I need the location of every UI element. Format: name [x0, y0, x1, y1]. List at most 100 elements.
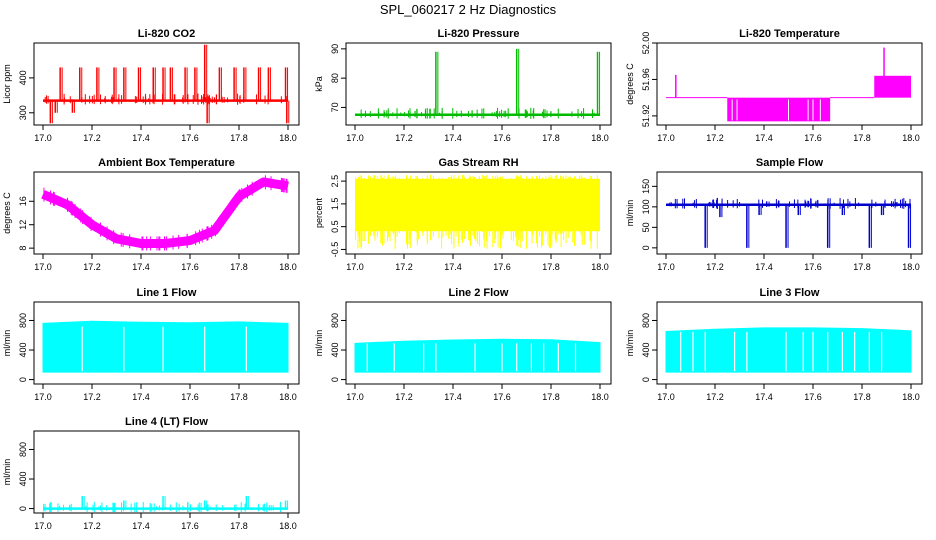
- y-tick-label: 0: [18, 506, 28, 511]
- data-area: [665, 327, 912, 373]
- chart-panel-6: Sample Flow ml/min 17.0 17.2 17.4 17.6 17.8 18.…: [625, 157, 923, 272]
- y-tick-label: 1.5: [330, 198, 340, 211]
- x-tick-label: 17.2: [395, 133, 413, 143]
- x-tick-label: 17.4: [444, 392, 462, 402]
- chart-panel-1: Li-820 CO2 Licor ppm 17.0 17.2 17.4 17.6 17.8 1…: [2, 28, 300, 143]
- x-tick-label: 17.4: [132, 521, 150, 531]
- x-tick-label: 17.2: [706, 392, 724, 402]
- chart-title: Line 3 Flow: [760, 287, 820, 299]
- x-tick-label: 17.4: [755, 392, 773, 402]
- y-axis-label: ml/min: [625, 200, 635, 227]
- figure-title: SPL_060217 2 Hz Diagnostics: [379, 2, 557, 17]
- series-line: [43, 44, 290, 124]
- series-line: [43, 496, 289, 512]
- y-tick-label: 50: [641, 222, 651, 232]
- series-line: [666, 197, 912, 248]
- data-block: [874, 75, 911, 98]
- y-tick-label: 0: [18, 377, 28, 382]
- series-line: [354, 338, 601, 373]
- x-tick-label: 17.8: [853, 392, 871, 402]
- x-tick-label: 17.2: [395, 392, 413, 402]
- x-tick-label: 17.6: [181, 133, 199, 143]
- x-tick-label: 17.2: [83, 392, 101, 402]
- x-tick-label: 17.0: [657, 133, 675, 143]
- x-tick-label: 18.0: [279, 133, 297, 143]
- x-tick-label: 17.8: [542, 262, 560, 272]
- plot-frame: [33, 171, 300, 255]
- plot-frame: [345, 42, 612, 126]
- x-tick-label: 17.0: [346, 392, 364, 402]
- x-tick-label: 17.0: [34, 521, 52, 531]
- x-tick-label: 17.8: [230, 133, 248, 143]
- x-tick-label: 17.6: [181, 392, 199, 402]
- y-tick-label: 800: [641, 313, 651, 328]
- x-tick-label: 17.2: [83, 133, 101, 143]
- y-tick-label: 90: [330, 44, 340, 54]
- series-line: [42, 320, 289, 373]
- y-tick-label: 52.00: [641, 32, 651, 55]
- chart-panel-7: Line 1 Flow ml/min 17.0 17.2 17.4 17.6 17.8 18.…: [2, 287, 300, 402]
- chart-title: Ambient Box Temperature: [98, 157, 235, 169]
- chart-panel-3: Li-820 Temperature degrees C 17.0 17.2 17.4 1…: [625, 28, 923, 143]
- y-tick-label: 800: [18, 442, 28, 457]
- x-tick-label: 17.0: [657, 262, 675, 272]
- y-tick-label: 400: [18, 343, 28, 358]
- y-tick-label: 400: [18, 70, 28, 85]
- x-tick-label: 17.6: [181, 521, 199, 531]
- plot-frame: [656, 171, 923, 255]
- x-tick-label: 17.4: [132, 262, 150, 272]
- y-tick-label: 400: [641, 343, 651, 358]
- y-tick-label: 100: [641, 199, 651, 214]
- x-tick-label: 18.0: [902, 262, 920, 272]
- x-tick-label: 17.4: [755, 262, 773, 272]
- y-tick-label: 300: [18, 105, 28, 120]
- chart-title: Li-820 CO2: [138, 28, 195, 40]
- x-tick-label: 18.0: [902, 392, 920, 402]
- data-area: [42, 320, 289, 373]
- x-tick-label: 17.6: [804, 392, 822, 402]
- x-tick-label: 17.2: [83, 521, 101, 531]
- x-tick-label: 18.0: [279, 521, 297, 531]
- x-tick-label: 17.6: [804, 262, 822, 272]
- x-tick-label: 17.8: [853, 262, 871, 272]
- series-line: [355, 48, 601, 119]
- x-tick-label: 17.4: [444, 262, 462, 272]
- y-axis-label: ml/min: [2, 330, 12, 357]
- x-tick-label: 17.2: [706, 262, 724, 272]
- x-tick-label: 18.0: [591, 262, 609, 272]
- chart-title: Line 4 (LT) Flow: [125, 416, 208, 428]
- x-tick-label: 17.6: [181, 262, 199, 272]
- x-tick-label: 17.8: [230, 521, 248, 531]
- plot-frame: [345, 301, 612, 385]
- x-tick-label: 17.4: [444, 133, 462, 143]
- x-tick-label: 17.4: [132, 392, 150, 402]
- y-tick-label: 0.5: [330, 220, 340, 233]
- y-tick-label: 16: [18, 196, 28, 206]
- x-tick-label: 18.0: [591, 133, 609, 143]
- chart-title: Line 2 Flow: [449, 287, 509, 299]
- y-tick-label: 51.92: [641, 105, 651, 128]
- series-line: [665, 327, 912, 373]
- y-axis-label: Licor ppm: [2, 64, 12, 104]
- y-tick-label: 12: [18, 220, 28, 230]
- x-tick-label: 17.6: [493, 262, 511, 272]
- plot-frame: [33, 301, 300, 385]
- x-tick-label: 17.6: [493, 133, 511, 143]
- y-axis-label: ml/min: [2, 459, 12, 486]
- chart-panel-9: Line 3 Flow ml/min 17.0 17.2 17.4 17.6 17.8 18.…: [625, 287, 923, 402]
- data-area: [354, 338, 601, 373]
- y-tick-label: 0: [330, 377, 340, 382]
- y-axis-label: degrees C: [625, 63, 635, 105]
- x-tick-label: 18.0: [902, 133, 920, 143]
- chart-title: Li-820 Temperature: [739, 28, 840, 40]
- y-tick-label: 2.5: [330, 175, 340, 188]
- y-axis-label: percent: [314, 197, 324, 228]
- plot-frame: [656, 301, 923, 385]
- series-line: [354, 174, 600, 250]
- y-tick-label: 400: [330, 343, 340, 358]
- series-line: [666, 47, 911, 122]
- y-tick-label: 51.96: [641, 68, 651, 91]
- x-tick-label: 17.0: [34, 392, 52, 402]
- y-axis-label: ml/min: [625, 330, 635, 357]
